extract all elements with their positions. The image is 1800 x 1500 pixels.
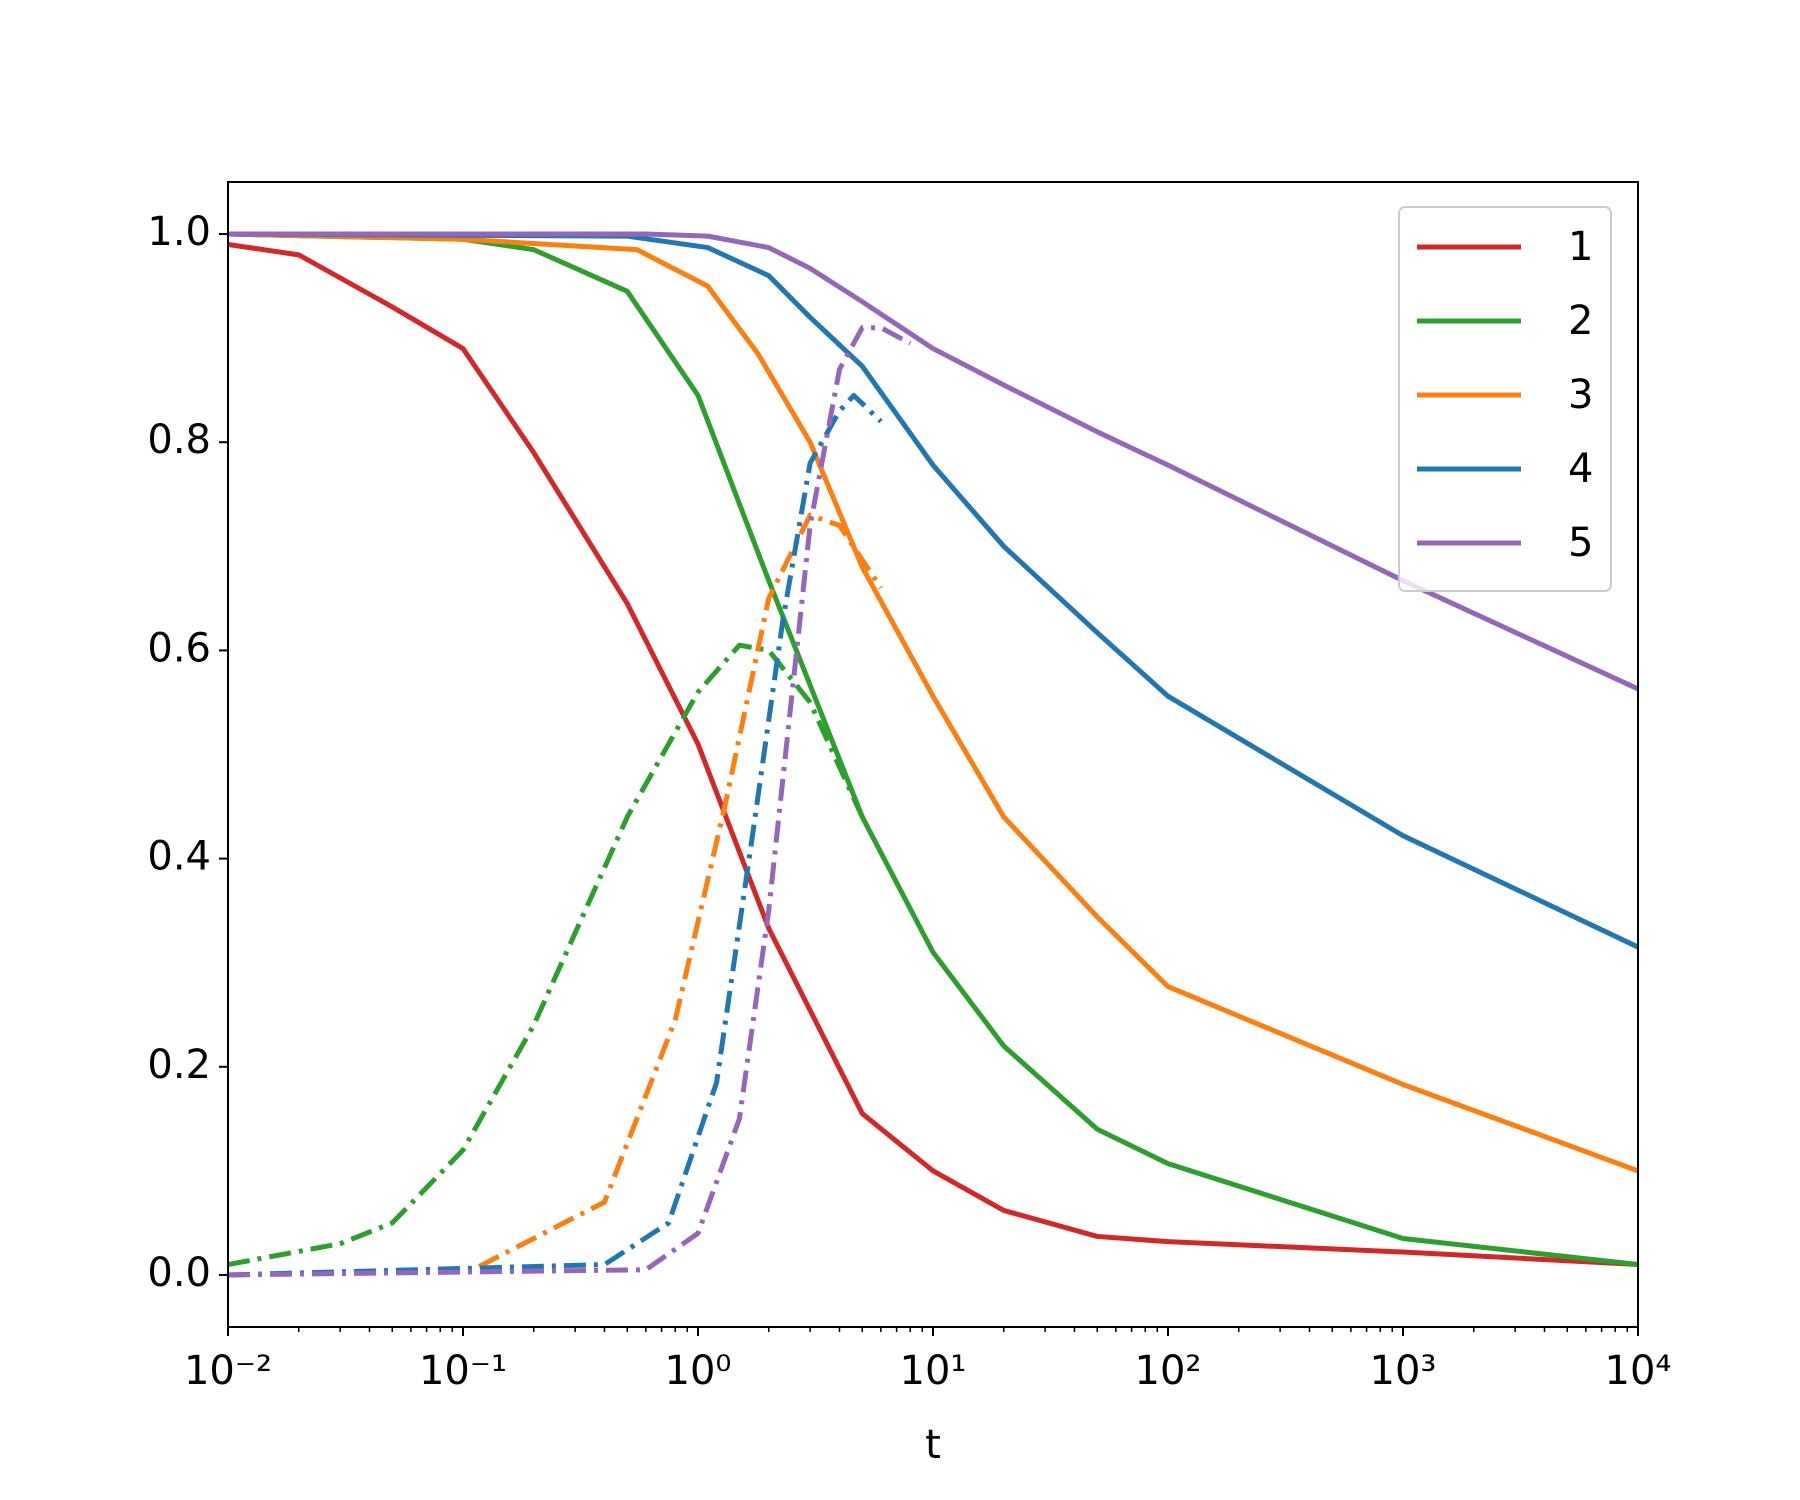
line [228,231,1638,692]
legend-label: 3 [1568,372,1593,418]
y-tick-label: 0.8 [147,417,211,463]
x-tick-label: 10³ [1370,1348,1437,1394]
line [228,231,1638,1174]
line [228,241,1638,1268]
y-tick-label: 0.2 [147,1042,211,1088]
line [228,231,1638,950]
legend-label: 1 [1568,224,1593,270]
x-tick-label: 10⁻² [184,1348,272,1394]
x-tick-label: 10⁻¹ [419,1348,507,1394]
x-axis-label: t [925,1422,941,1468]
y-tick-label: 1.0 [147,209,211,255]
x-tick-label: 10⁰ [665,1348,732,1394]
dashdot-line [228,642,865,1268]
legend-label: 5 [1568,520,1593,566]
legend-label: 4 [1568,446,1593,492]
dashdot-line [228,512,883,1278]
y-tick-label: 0.6 [147,625,211,671]
legend-label: 2 [1568,298,1593,344]
y-tick-label: 0.4 [147,834,211,880]
dashdot-line [228,325,912,1278]
x-tick-label: 10⁴ [1605,1348,1672,1394]
x-tick-label: 10² [1135,1348,1202,1394]
x-tick-label: 10¹ [900,1348,967,1394]
y-tick-label: 0.0 [147,1250,211,1296]
legend-box [1398,206,1612,592]
